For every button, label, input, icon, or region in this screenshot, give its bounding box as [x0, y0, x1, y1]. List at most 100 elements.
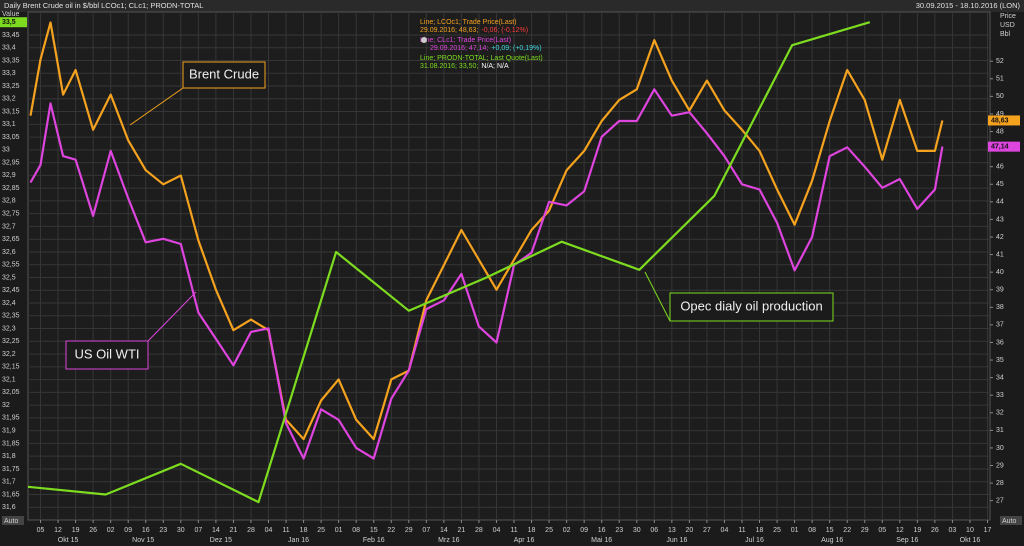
y-tick-label: 33,35: [2, 57, 20, 64]
x-tick-label: 04: [265, 527, 273, 534]
x-tick-label: 04: [493, 527, 501, 534]
x-tick-label: 25: [317, 527, 325, 534]
y-tick-label: 32,15: [2, 364, 20, 371]
x-tick-label: 18: [300, 527, 308, 534]
y-tick-label: 32,55: [2, 262, 20, 269]
header-bar: [0, 0, 1024, 12]
legend-quote: 29.09.2016; 47,14;: [430, 45, 488, 52]
last-value-label: 33,5: [2, 19, 16, 26]
y2-tick-label: 50: [996, 93, 1004, 100]
y2-tick-label: 27: [996, 498, 1004, 505]
x-tick-label: 09: [124, 527, 132, 534]
x-tick-label: 29: [405, 527, 413, 534]
month-label: Feb 16: [363, 537, 385, 544]
y-tick-label: 32,05: [2, 389, 20, 396]
last-value-label: 47,14: [991, 143, 1009, 150]
y-tick-label: 32,6: [2, 249, 16, 256]
x-tick-label: 25: [545, 527, 553, 534]
y-tick-label: 32,65: [2, 236, 20, 243]
x-tick-label: 18: [756, 527, 764, 534]
callout-connector: [129, 87, 184, 126]
y-tick-label: 31,75: [2, 466, 20, 473]
month-label: Nov 15: [132, 537, 154, 544]
y2-tick-label: 32: [996, 410, 1004, 417]
legend-change: N/A; N/A: [481, 63, 509, 70]
last-value-box: [0, 17, 27, 28]
legend-icon: [421, 37, 427, 43]
x-tick-label: 19: [913, 527, 921, 534]
callout-box: [182, 61, 266, 89]
legend-entry: US Oil WTI: [75, 346, 140, 361]
x-tick-label: 05: [37, 527, 45, 534]
x-tick-label: 26: [89, 527, 97, 534]
month-label: Okt 16: [960, 537, 981, 544]
legend-line: Line; CLc1; Trade Price(Last): [420, 37, 511, 44]
month-label: Aug 16: [821, 537, 843, 544]
date-range: 30.09.2015 - 18.10.2016 (LON): [916, 1, 1021, 10]
auto-button[interactable]: [2, 516, 24, 525]
y2-tick-label: 52: [996, 58, 1004, 65]
y-tick-label: 31,95: [2, 415, 20, 422]
chart-title: Daily Brent Crude oil in $/bbl LCOc1; CL…: [4, 1, 203, 10]
x-tick-label: 08: [352, 527, 360, 534]
x-tick-label: 30: [177, 527, 185, 534]
y2-tick-label: 34: [996, 374, 1004, 381]
x-tick-label: 28: [475, 527, 483, 534]
y2-tick-label: 37: [996, 322, 1004, 329]
y2-tick-label: 48: [996, 128, 1004, 135]
legend-quote: 31.08.2016; 33,50;: [420, 63, 478, 70]
y-tick-label: 32: [2, 402, 10, 409]
legend-change: +0,09; (+0,19%): [491, 45, 541, 52]
y2-tick-label: 44: [996, 199, 1004, 206]
month-label: Mrz 16: [438, 537, 460, 544]
y2-tick-label: 51: [996, 76, 1004, 83]
x-tick-label: 15: [370, 527, 378, 534]
y2-tick-label: 38: [996, 304, 1004, 311]
x-tick-label: 15: [826, 527, 834, 534]
month-label: Jan 16: [288, 537, 309, 544]
x-tick-label: 14: [440, 527, 448, 534]
x-tick-label: 17: [984, 527, 992, 534]
y-tick-label: 33,2: [2, 96, 16, 103]
y2-axis-title: Price: [1000, 13, 1016, 20]
x-tick-label: 21: [230, 527, 238, 534]
y2-tick-label: 42: [996, 234, 1004, 241]
last-value-box: [988, 141, 1020, 152]
auto-button[interactable]: [1000, 516, 1022, 525]
y2-tick-label: 40: [996, 269, 1004, 276]
y-tick-label: 33,25: [2, 83, 20, 90]
y-tick-label: 32,95: [2, 159, 20, 166]
x-tick-label: 04: [721, 527, 729, 534]
month-label: Dez 15: [210, 537, 232, 544]
month-label: Sep 16: [896, 537, 918, 544]
auto-label[interactable]: Auto: [1002, 518, 1017, 525]
series-line: [29, 21, 944, 441]
y-tick-label: 32,25: [2, 338, 20, 345]
y2-tick-label: 33: [996, 392, 1004, 399]
last-value-box: [988, 115, 1020, 126]
y-tick-label: 32,7: [2, 223, 16, 230]
y-axis-title: Value: [2, 11, 19, 18]
series-line: [28, 21, 871, 504]
y2-tick-label: 39: [996, 287, 1004, 294]
y-tick-label: 33,15: [2, 108, 20, 115]
y-tick-label: 32,3: [2, 325, 16, 332]
y-tick-label: 31,85: [2, 440, 20, 447]
y2-tick-label: 46: [996, 164, 1004, 171]
y2-tick-label: 45: [996, 181, 1004, 188]
x-tick-label: 10: [966, 527, 974, 534]
x-tick-label: 12: [54, 527, 62, 534]
y-tick-label: 32,85: [2, 185, 20, 192]
x-tick-label: 07: [422, 527, 430, 534]
x-tick-label: 20: [685, 527, 693, 534]
legend-quote: 29.09.2016; 48,63;: [420, 27, 478, 34]
x-tick-label: 23: [615, 527, 623, 534]
y2-tick-label: 49: [996, 111, 1004, 118]
x-tick-label: 13: [668, 527, 676, 534]
auto-label[interactable]: Auto: [4, 518, 19, 525]
y-tick-label: 32,45: [2, 287, 20, 294]
x-tick-label: 16: [142, 527, 150, 534]
y-tick-label: 32,8: [2, 198, 16, 205]
x-tick-label: 19: [72, 527, 80, 534]
